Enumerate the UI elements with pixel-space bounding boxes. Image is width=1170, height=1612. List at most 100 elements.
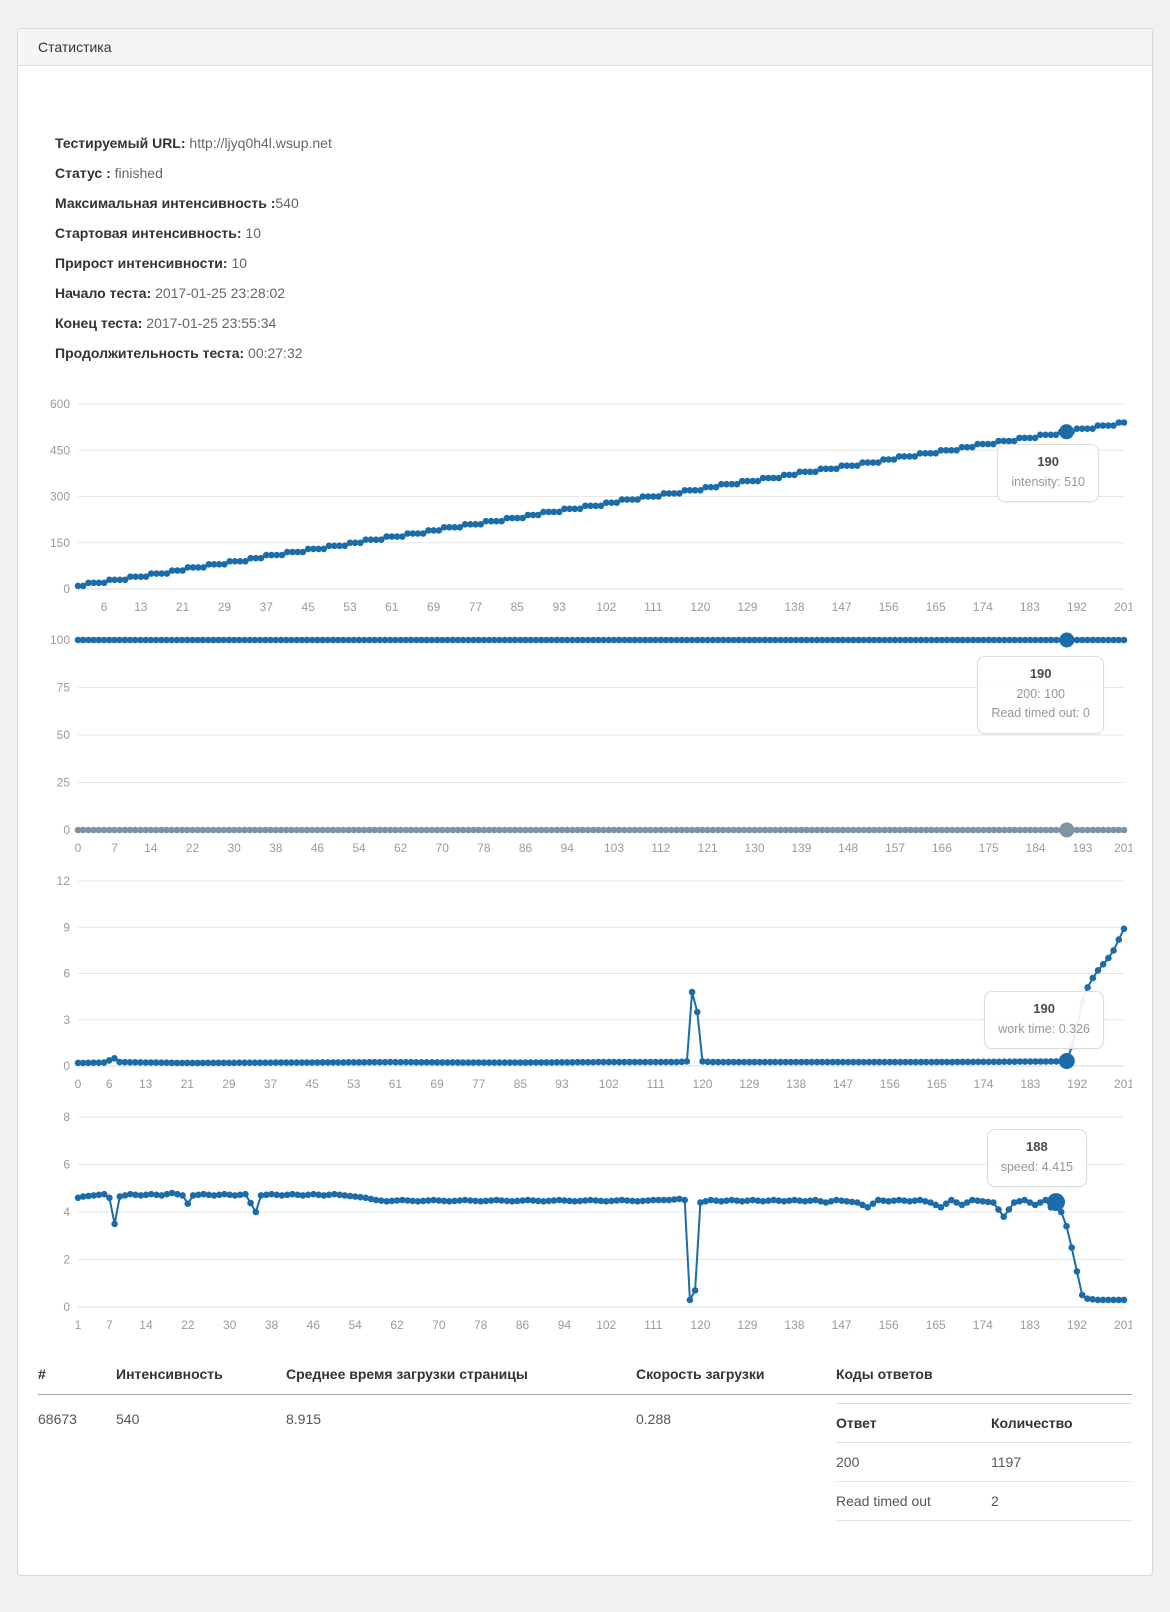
tooltip-value: speed: 4.415 [1000, 1160, 1073, 1174]
svg-text:111: 111 [647, 1077, 666, 1091]
tooltip-value: work time: 0.326 [998, 1022, 1090, 1036]
svg-text:148: 148 [838, 841, 858, 855]
svg-text:29: 29 [222, 1077, 236, 1091]
svg-text:46: 46 [307, 1318, 321, 1332]
svg-text:183: 183 [1020, 600, 1040, 614]
info-line-test-end: Конец теста: 2017-01-25 23:55:34 [55, 308, 1132, 338]
svg-text:0: 0 [63, 582, 70, 596]
svg-text:29: 29 [218, 600, 232, 614]
svg-text:37: 37 [260, 600, 274, 614]
info-value: http://ljyq0h4l.wsup.net [189, 135, 332, 151]
summary-header-count: # [38, 1358, 116, 1395]
info-label: Статус : [55, 165, 111, 181]
info-value: 2017-01-25 23:55:34 [146, 315, 277, 331]
table-row: Read timed out 2 [836, 1481, 1132, 1521]
svg-text:201: 201 [1114, 841, 1132, 855]
panel-title: Статистика [18, 29, 1152, 66]
svg-text:174: 174 [973, 1077, 993, 1091]
info-value: 10 [231, 255, 248, 271]
svg-text:70: 70 [432, 1318, 446, 1332]
svg-text:86: 86 [516, 1318, 530, 1332]
summary-value-speed: 0.288 [636, 1411, 672, 1427]
svg-text:37: 37 [264, 1077, 278, 1091]
svg-text:138: 138 [786, 1077, 806, 1091]
svg-text:22: 22 [181, 1318, 195, 1332]
svg-text:8: 8 [63, 1110, 70, 1124]
svg-text:54: 54 [349, 1318, 363, 1332]
svg-text:38: 38 [269, 841, 283, 855]
tooltip-value: Read timed out: 0 [991, 706, 1090, 721]
charts-section: 0 150 300 450 600 6 13 21 29 37 45 53 61 69 77 85 93 102 1… [38, 394, 1135, 1340]
svg-text:156: 156 [880, 1077, 900, 1091]
svg-text:22: 22 [186, 841, 200, 855]
response-codes-chart[interactable]: 0 25 50 75 100 0 7 14 22 30 38 46 54 62 70 78 86 94 103 112… [38, 630, 1134, 863]
svg-text:102: 102 [596, 1318, 616, 1332]
tooltip-value: intensity: 510 [1011, 475, 1085, 489]
info-line-start-intensity: Стартовая интенсивность: 10 [55, 218, 1132, 248]
summary-section: # Интенсивность Среднее время загрузки с… [38, 1358, 1132, 1529]
svg-text:175: 175 [979, 841, 999, 855]
svg-text:0: 0 [63, 1300, 70, 1314]
intensity-chart[interactable]: 0 150 300 450 600 6 13 21 29 37 45 53 61 69 77 85 93 102 1… [38, 394, 1134, 622]
svg-text:3: 3 [63, 1013, 70, 1027]
svg-text:93: 93 [552, 600, 566, 614]
work-time-chart[interactable]: 0 3 6 9 12 0 6 13 21 29 37 45 53 61 69 77 85 93 102 111 120 1… [38, 871, 1135, 1099]
info-value: 2017-01-25 23:28:02 [155, 285, 286, 301]
info-label: Продолжительность теста: [55, 345, 245, 361]
code-200-label: 200 [836, 1442, 991, 1482]
svg-text:77: 77 [469, 600, 483, 614]
svg-text:192: 192 [1067, 600, 1087, 614]
svg-text:70: 70 [436, 841, 450, 855]
info-value: finished [114, 165, 163, 181]
svg-text:165: 165 [927, 1077, 947, 1091]
svg-text:6: 6 [101, 600, 108, 614]
code-200-count: 1197 [991, 1442, 1132, 1482]
speed-chart[interactable]: 0 2 4 6 8 1 7 14 22 30 38 46 54 62 70 78 86 94 102 111 120 12… [38, 1107, 1134, 1340]
info-line-intensity-step: Прирост интенсивности: 10 [55, 248, 1132, 278]
svg-text:129: 129 [739, 1077, 759, 1091]
svg-text:174: 174 [973, 600, 993, 614]
svg-text:165: 165 [926, 600, 946, 614]
svg-text:156: 156 [879, 1318, 899, 1332]
svg-text:54: 54 [352, 841, 366, 855]
svg-text:53: 53 [343, 600, 357, 614]
svg-text:85: 85 [514, 1077, 528, 1091]
test-info: Тестируемый URL: http://ljyq0h4l.wsup.ne… [55, 128, 1132, 368]
svg-text:75: 75 [57, 681, 71, 695]
svg-text:129: 129 [737, 1318, 757, 1332]
svg-text:77: 77 [472, 1077, 486, 1091]
svg-text:147: 147 [833, 1077, 853, 1091]
svg-text:94: 94 [560, 841, 574, 855]
info-line-duration: Продолжительность теста: 00:27:32 [55, 338, 1132, 368]
response-codes-tooltip: 190 200: 100 Read timed out: 0 [977, 656, 1104, 734]
svg-text:0: 0 [63, 823, 70, 837]
svg-text:150: 150 [50, 536, 70, 550]
info-label: Начало теста: [55, 285, 152, 301]
svg-text:201: 201 [1114, 1077, 1132, 1091]
speed-tooltip: 188 speed: 4.415 [986, 1129, 1087, 1188]
svg-text:62: 62 [394, 841, 408, 855]
info-label: Прирост интенсивности: [55, 255, 228, 271]
info-label: Максимальная интенсивность : [55, 195, 276, 211]
svg-text:38: 38 [265, 1318, 279, 1332]
response-codes-cell: Ответ Количество 200 1197 Read timed out [836, 1395, 1132, 1529]
svg-text:45: 45 [305, 1077, 319, 1091]
summary-header-response-codes: Коды ответов [836, 1358, 1132, 1395]
statistics-panel: Статистика Тестируемый URL: http://ljyq0… [17, 28, 1153, 1576]
info-line-status: Статус : finished [55, 158, 1132, 188]
info-value: 10 [245, 225, 261, 241]
svg-text:0: 0 [75, 1077, 82, 1091]
table-row: 200 1197 [836, 1442, 1132, 1482]
panel-body: Тестируемый URL: http://ljyq0h4l.wsup.ne… [18, 66, 1152, 1575]
svg-text:45: 45 [301, 600, 315, 614]
info-value: 00:27:32 [248, 345, 303, 361]
code-timeout-count: 2 [991, 1481, 1132, 1521]
svg-text:192: 192 [1067, 1318, 1087, 1332]
svg-text:7: 7 [111, 841, 118, 855]
intensity-tooltip: 190 intensity: 510 [997, 444, 1099, 503]
svg-text:69: 69 [430, 1077, 444, 1091]
svg-text:0: 0 [63, 1059, 70, 1073]
svg-text:69: 69 [427, 600, 441, 614]
svg-text:0: 0 [75, 841, 82, 855]
